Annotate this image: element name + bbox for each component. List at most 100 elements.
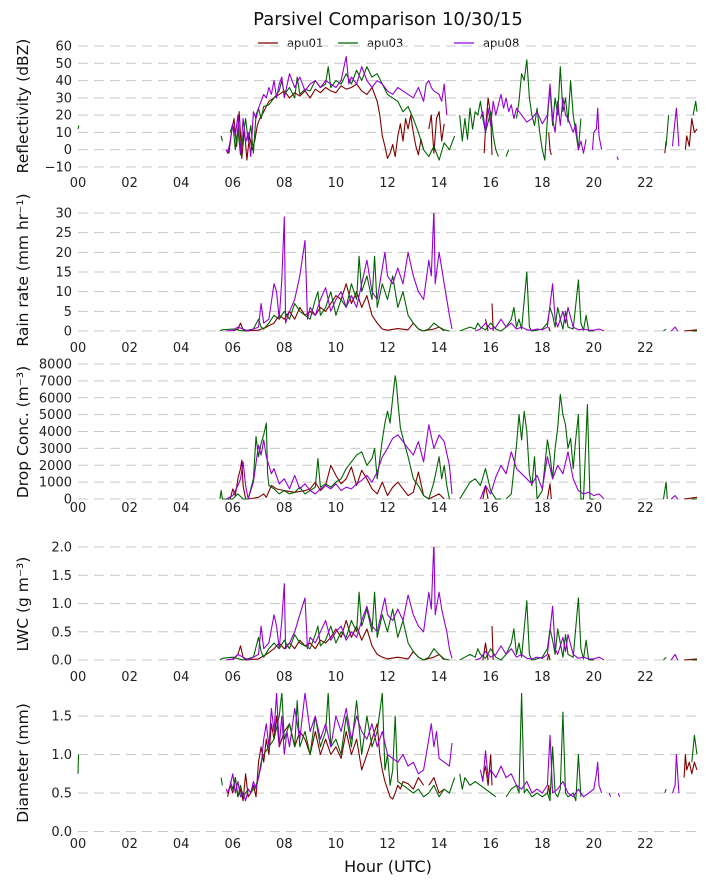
y-axis-label: Drop Conc. (m⁻³) [14,366,32,498]
x-tick-label: 02 [121,501,138,516]
series-group [219,547,698,661]
series-group [77,693,698,802]
x-tick-label: 20 [586,176,603,191]
x-tick-label: 18 [534,176,551,191]
x-tick-label: 08 [276,501,293,516]
x-tick-label: 22 [637,670,654,685]
x-tick-label: 20 [586,837,603,852]
series-line-apu08 [226,213,679,332]
series-line-apu08 [225,55,680,161]
series-line-apu08 [225,693,680,802]
x-tick-label: 16 [482,670,499,685]
series-line-apu03 [219,375,697,500]
x-tick-label: 22 [637,837,654,852]
series-line-apu08 [226,547,679,661]
x-tick-label: 10 [328,501,345,516]
x-axis-label: Hour (UTC) [344,857,432,876]
series-line-apu03 [219,255,697,332]
x-tick-label: 12 [379,670,396,685]
y-tick-label: 4000 [39,425,72,440]
x-tick-label: 12 [379,501,396,516]
legend-label: apu08 [483,36,519,50]
x-tick-label: 00 [70,341,87,356]
y-tick-label: 0 [64,325,72,340]
y-tick-label: 2.0 [51,541,72,556]
series-group [219,213,698,332]
y-tick-label: 10 [55,285,72,300]
x-tick-label: 06 [224,341,241,356]
x-tick-label: 04 [173,501,190,516]
y-tick-label: 0 [64,143,72,158]
x-tick-label: 16 [482,341,499,356]
x-tick-label: 08 [276,341,293,356]
series-line-apu01 [232,619,698,661]
x-tick-label: 20 [586,501,603,516]
y-tick-label: 50 [55,57,72,72]
x-tick-label: 22 [637,501,654,516]
x-tick-label: 06 [224,176,241,191]
y-tick-label: −10 [45,161,72,176]
x-tick-label: 02 [121,176,138,191]
y-tick-label: 0.0 [51,654,72,669]
y-axis-label: Rain rate (mm hr⁻¹) [14,193,32,346]
y-tick-label: 0.5 [51,786,72,801]
legend-label: apu03 [367,36,403,50]
panel-lwc: 0.0 0.5 1.0 1.5 2.0 00 02 04 06 08 10 12 14 16 18 20 22 L… [14,541,698,685]
x-tick-label: 16 [482,501,499,516]
y-tick-label: 30 [55,207,72,222]
x-tick-label: 10 [328,341,345,356]
x-tick-label: 04 [173,176,190,191]
series-line-apu01 [227,715,698,802]
series-line-apu01 [232,283,698,332]
y-tick-label: 25 [55,226,72,241]
series-line-apu03 [77,693,698,802]
y-tick-label: 0.5 [51,625,72,640]
panel-diameter: 0.0 0.5 1.0 1.5 00 02 04 06 08 10 12 14 16 18 20 22 Diam… [14,693,698,852]
panel-rain_rate: 0 5 10 15 20 25 30 00 02 04 06 08 10 12 14 16 18 20 22 Rain… [14,193,698,356]
legend-item-apu01: apu01 [258,36,323,50]
y-axis-label: Reflectivity (dBZ) [14,39,32,174]
x-tick-label: 06 [224,837,241,852]
y-tick-label: 8000 [39,358,72,373]
panel-reflectivity: −10 0 10 20 30 40 50 60 00 02 04 06 08 10 12 14 16 18 20 22… [14,39,698,191]
y-tick-label: 1.5 [51,569,72,584]
x-tick-label: 02 [121,341,138,356]
series-group [219,375,698,500]
x-tick-label: 10 [328,176,345,191]
series-line-apu03 [77,59,698,161]
series-line-apu03 [219,591,697,661]
y-tick-label: 0.0 [51,825,72,840]
y-tick-label: 2000 [39,459,72,474]
chart-title: Parsivel Comparison 10/30/15 [253,9,523,30]
x-tick-label: 08 [276,670,293,685]
y-tick-label: 40 [55,74,72,89]
legend-item-apu03: apu03 [338,36,403,50]
x-tick-label: 02 [121,670,138,685]
y-axis-label: Diameter (mm) [14,703,32,823]
legend: apu01 apu03 apu08 [258,36,519,50]
y-tick-label: 6000 [39,391,72,406]
series-line-apu08 [226,424,679,500]
x-tick-label: 18 [534,670,551,685]
y-tick-label: 20 [55,246,72,261]
legend-item-apu08: apu08 [454,36,519,50]
x-tick-label: 14 [431,341,448,356]
x-tick-label: 20 [586,670,603,685]
y-tick-label: 5 [64,305,72,320]
x-tick-label: 06 [224,501,241,516]
x-tick-label: 00 [70,176,87,191]
x-tick-label: 16 [482,176,499,191]
y-tick-label: 1.5 [51,710,72,725]
x-tick-label: 02 [121,837,138,852]
y-tick-label: 1000 [39,476,72,491]
x-tick-label: 08 [276,176,293,191]
legend-label: apu01 [287,36,323,50]
y-tick-label: 1.0 [51,748,72,763]
x-tick-label: 22 [637,176,654,191]
y-tick-label: 0 [64,493,72,508]
y-tick-label: 1.0 [51,597,72,612]
y-tick-label: 7000 [39,374,72,389]
